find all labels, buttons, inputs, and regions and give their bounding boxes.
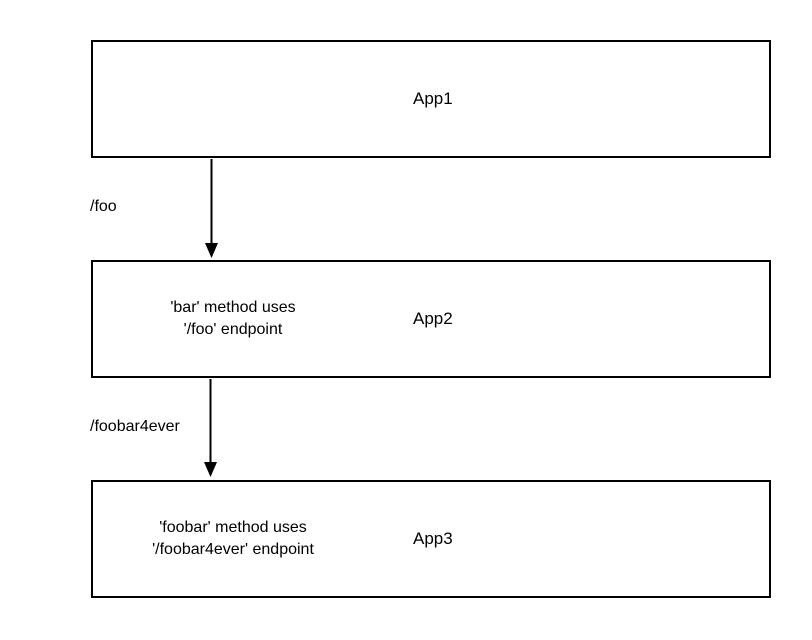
- app3-note-line1: 'foobar' method uses: [159, 519, 307, 536]
- app1-box: App1: [91, 40, 771, 158]
- app1-label: App1: [413, 89, 453, 108]
- app2-box: 'bar' method uses '/foo' endpoint App2: [91, 260, 771, 378]
- app2-note-line1: 'bar' method uses: [170, 299, 296, 316]
- arrow-app2-to-app3: [204, 379, 217, 477]
- app2-label: App2: [413, 309, 453, 328]
- app3-label: App3: [413, 529, 453, 548]
- app3-note: 'foobar' method uses '/foobar4ever' endp…: [123, 482, 343, 596]
- app3-box: 'foobar' method uses '/foobar4ever' endp…: [91, 480, 771, 598]
- app3-note-line2: '/foobar4ever' endpoint: [152, 541, 314, 558]
- edge-label-foo: /foo: [90, 198, 117, 215]
- app2-note: 'bar' method uses '/foo' endpoint: [123, 262, 343, 376]
- arrow-app1-to-app2: [205, 159, 218, 258]
- app2-note-line2: '/foo' endpoint: [183, 321, 283, 338]
- edge-label-foobar4ever: /foobar4ever: [90, 418, 180, 435]
